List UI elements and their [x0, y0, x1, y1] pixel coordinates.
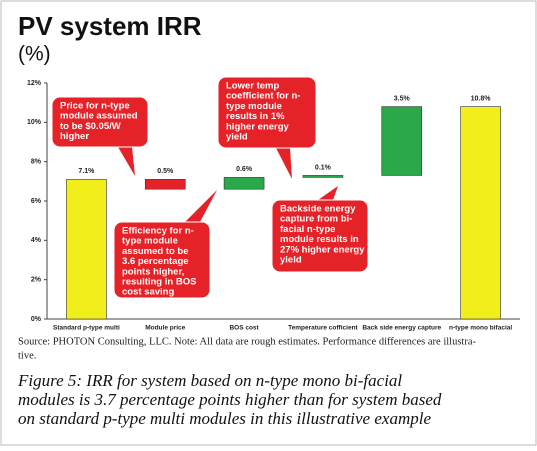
- callout-pointer: [185, 190, 217, 222]
- callout-text: type module: [122, 236, 178, 247]
- y-tick-label: 4%: [31, 237, 42, 244]
- chart-title: PV system IRR: [18, 11, 202, 41]
- bar: [223, 177, 265, 190]
- figure-caption: on standard p-type multi modules in this…: [18, 409, 431, 428]
- bar: [144, 179, 186, 190]
- value-label: 3.5%: [394, 95, 411, 102]
- callout-text: 3.6 percentage: [122, 256, 189, 267]
- callout-box: [271, 199, 369, 273]
- chart-subtitle: (%): [18, 43, 51, 66]
- callout-text: to be $0.05/W: [60, 121, 121, 132]
- callout-text: facial n-type: [280, 224, 335, 235]
- callout-text: higher: [60, 131, 89, 142]
- callout-text: Lower temp: [226, 81, 280, 92]
- x-tick-label: Standard p-type multi: [53, 325, 120, 332]
- value-label: 0.5%: [157, 168, 174, 175]
- callout-text: results in 1%: [226, 111, 285, 122]
- y-tick-label: 6%: [31, 198, 42, 205]
- source-note: Source: PHOTON Consulting, LLC. Note: Al…: [18, 336, 476, 347]
- callout-text: Price for n-type: [60, 101, 130, 112]
- y-tick-label: 10%: [27, 119, 42, 126]
- callout-text: assumed to be: [122, 246, 189, 257]
- bar: [460, 106, 501, 320]
- callout-pointer: [318, 186, 338, 200]
- callout-box: [217, 76, 317, 149]
- callout-text: capture from bi-: [280, 214, 352, 225]
- figure-caption: modules is 3.7 percentage points higher …: [18, 390, 442, 409]
- source-note: tive.: [18, 350, 36, 361]
- callout-text: module results in: [280, 234, 359, 245]
- bar: [302, 175, 344, 178]
- callout-box: [51, 96, 149, 148]
- callout-text: coefficient for n-: [226, 91, 300, 102]
- callout-pointer: [276, 148, 292, 179]
- callout-pointer: [118, 147, 135, 176]
- callout-text: points higher,: [122, 266, 184, 277]
- y-tick-label: 8%: [31, 159, 42, 166]
- y-tick-label: 0%: [31, 316, 42, 323]
- figure-caption: Figure 5: IRR for system based on n-type…: [17, 371, 402, 390]
- y-tick-label: 12%: [27, 80, 42, 87]
- callout-text: yield: [226, 132, 248, 143]
- x-tick-label: BOS cost: [229, 325, 259, 332]
- callout-text: Backside energy: [280, 204, 356, 215]
- callout-text: type module: [226, 101, 282, 112]
- callout-text: module assumed: [60, 111, 138, 122]
- value-label: 7.1%: [78, 168, 95, 175]
- y-tick-label: 2%: [31, 277, 42, 284]
- bar: [381, 106, 423, 176]
- callout-text: 27% higher energy: [280, 244, 365, 255]
- callout-text: cost saving: [122, 287, 174, 298]
- x-tick-label: Temperature cofficient: [288, 325, 358, 332]
- x-tick-label: n-type mono bifacial: [449, 325, 512, 332]
- value-label: 10.8%: [471, 95, 492, 102]
- x-tick-label: Module price: [145, 325, 185, 332]
- callout-text: resulting in BOS: [122, 277, 196, 288]
- x-tick-label: Back side energy capture: [362, 325, 441, 332]
- value-label: 0.6%: [236, 166, 253, 173]
- callout-text: yield: [280, 255, 302, 266]
- value-label: 0.1%: [315, 164, 332, 171]
- callout-text: higher energy: [226, 121, 290, 132]
- callout-text: Efficiency for n-: [122, 226, 194, 237]
- callout-box: [113, 221, 211, 299]
- bar: [66, 179, 107, 320]
